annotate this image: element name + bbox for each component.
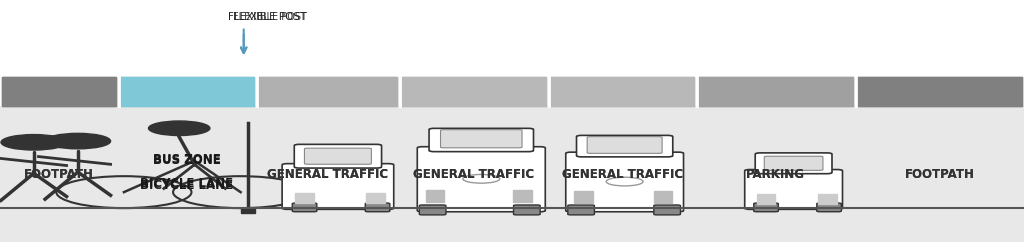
FancyBboxPatch shape	[653, 205, 680, 215]
Bar	[401, 77, 546, 106]
FancyBboxPatch shape	[440, 130, 522, 148]
Bar	[241, 208, 255, 213]
Circle shape	[148, 121, 210, 136]
FancyBboxPatch shape	[764, 156, 823, 170]
Text: GENERAL TRAFFIC: GENERAL TRAFFIC	[267, 168, 388, 181]
Bar	[120, 77, 254, 106]
FancyBboxPatch shape	[429, 128, 534, 152]
Bar	[2, 77, 116, 106]
Text: BUS ZONE: BUS ZONE	[153, 153, 221, 166]
Text: FOOTPATH: FOOTPATH	[904, 168, 975, 181]
Bar	[855, 136, 1024, 208]
Bar	[857, 77, 1022, 106]
Text: GENERAL TRAFFIC: GENERAL TRAFFIC	[413, 168, 535, 181]
FancyBboxPatch shape	[587, 137, 663, 153]
Bar	[698, 77, 853, 106]
Bar	[258, 77, 397, 106]
Bar	[550, 77, 694, 106]
FancyBboxPatch shape	[754, 203, 778, 212]
FancyBboxPatch shape	[283, 164, 393, 209]
FancyBboxPatch shape	[817, 203, 842, 212]
FancyBboxPatch shape	[366, 203, 390, 212]
FancyBboxPatch shape	[577, 135, 673, 157]
Text: FOOTPATH: FOOTPATH	[24, 168, 94, 181]
Text: FOOTPATH: FOOTPATH	[24, 168, 94, 181]
Bar	[0, 106, 1024, 242]
Bar	[295, 193, 313, 203]
Text: GENERAL TRAFFIC: GENERAL TRAFFIC	[413, 168, 535, 181]
FancyBboxPatch shape	[294, 144, 382, 168]
Text: BICYCLE LANE: BICYCLE LANE	[140, 179, 233, 192]
FancyBboxPatch shape	[744, 170, 843, 209]
Text: FLEXIBLE POST: FLEXIBLE POST	[228, 12, 306, 22]
FancyBboxPatch shape	[513, 205, 541, 215]
Text: GENERAL TRAFFIC: GENERAL TRAFFIC	[561, 168, 683, 181]
Bar	[401, 77, 546, 106]
Bar	[120, 77, 254, 106]
Bar	[426, 190, 444, 202]
Bar	[0, 136, 118, 208]
Bar	[550, 77, 694, 106]
Bar	[2, 77, 116, 106]
FancyBboxPatch shape	[567, 205, 594, 215]
Bar	[574, 191, 593, 203]
Bar	[818, 194, 837, 204]
FancyBboxPatch shape	[418, 147, 545, 212]
Text: BICYCLE LANE: BICYCLE LANE	[140, 177, 233, 190]
FancyBboxPatch shape	[304, 148, 372, 164]
Bar	[857, 77, 1022, 106]
Bar	[653, 191, 672, 203]
Text: BUS ZONE: BUS ZONE	[153, 154, 221, 167]
Text: FOOTPATH: FOOTPATH	[904, 168, 975, 181]
Text: PARKING: PARKING	[746, 168, 805, 181]
Bar	[258, 77, 397, 106]
Circle shape	[1, 135, 67, 150]
Text: GENERAL TRAFFIC: GENERAL TRAFFIC	[561, 168, 683, 181]
Bar	[0, 136, 1024, 218]
Bar	[850, 145, 862, 218]
Bar	[367, 193, 385, 203]
Bar	[757, 194, 775, 204]
FancyBboxPatch shape	[756, 153, 831, 174]
Circle shape	[45, 133, 111, 149]
Text: FLEXIBLE POST: FLEXIBLE POST	[233, 12, 307, 22]
Bar	[513, 190, 531, 202]
Bar	[108, 145, 120, 218]
FancyBboxPatch shape	[565, 152, 684, 212]
Bar	[698, 77, 853, 106]
FancyBboxPatch shape	[420, 205, 446, 215]
Text: PARKING: PARKING	[746, 168, 805, 181]
Text: GENERAL TRAFFIC: GENERAL TRAFFIC	[267, 168, 388, 181]
FancyBboxPatch shape	[292, 203, 316, 212]
